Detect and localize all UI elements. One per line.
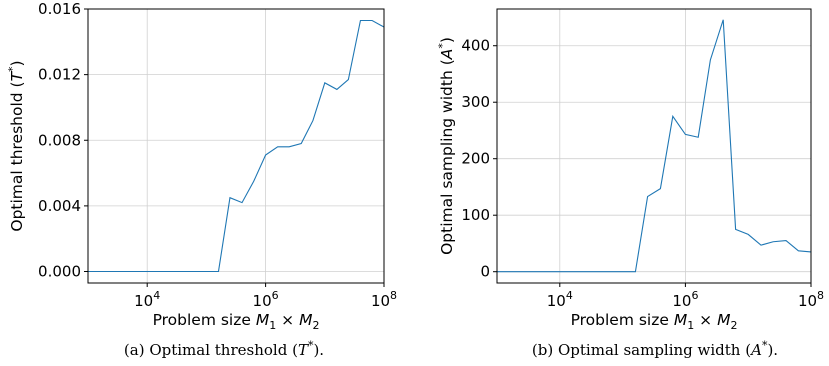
series-line xyxy=(497,19,812,273)
plot-frame xyxy=(496,8,812,284)
y-tick-label: 100 xyxy=(461,206,490,224)
y-tick-label: 0 xyxy=(480,263,490,281)
chart-panel-b: 0 100 200 300 400 104 106 108 Problem size M1 × … xyxy=(436,8,824,359)
x-tick-label: 108 xyxy=(371,289,397,310)
x-tick-label: 108 xyxy=(798,289,824,310)
y-tick-label: 0.012 xyxy=(38,66,81,84)
chart-panel-a: 0.000 0.004 0.008 0.012 0.016 104 106 108 Proble… xyxy=(6,0,397,359)
y-tick-label: 0.004 xyxy=(38,197,81,215)
y-axis-label: Optimal sampling width (A*) xyxy=(436,37,456,255)
y-tick-label: 0.008 xyxy=(38,131,81,149)
y-axis-label: Optimal threshold (T*) xyxy=(6,60,26,231)
subfigure-caption: (a) Optimal threshold (T*). xyxy=(124,339,324,359)
series-line xyxy=(88,19,385,273)
subfigure-caption: (b) Optimal sampling width (A*). xyxy=(532,339,778,359)
y-tick-label: 300 xyxy=(461,93,490,111)
y-tick-label: 200 xyxy=(461,150,490,168)
x-tick-label: 104 xyxy=(547,289,573,310)
x-tick-label: 106 xyxy=(253,289,279,310)
x-axis-label: Problem size M1 × M2 xyxy=(153,311,320,332)
y-tick-label: 400 xyxy=(461,37,490,55)
x-tick-label: 106 xyxy=(672,289,698,310)
y-tick-label: 0.000 xyxy=(38,263,81,281)
y-tick-label: 0.016 xyxy=(38,0,81,18)
x-tick-label: 104 xyxy=(134,289,160,310)
x-axis-label: Problem size M1 × M2 xyxy=(571,311,738,332)
plot-frame xyxy=(87,8,385,284)
